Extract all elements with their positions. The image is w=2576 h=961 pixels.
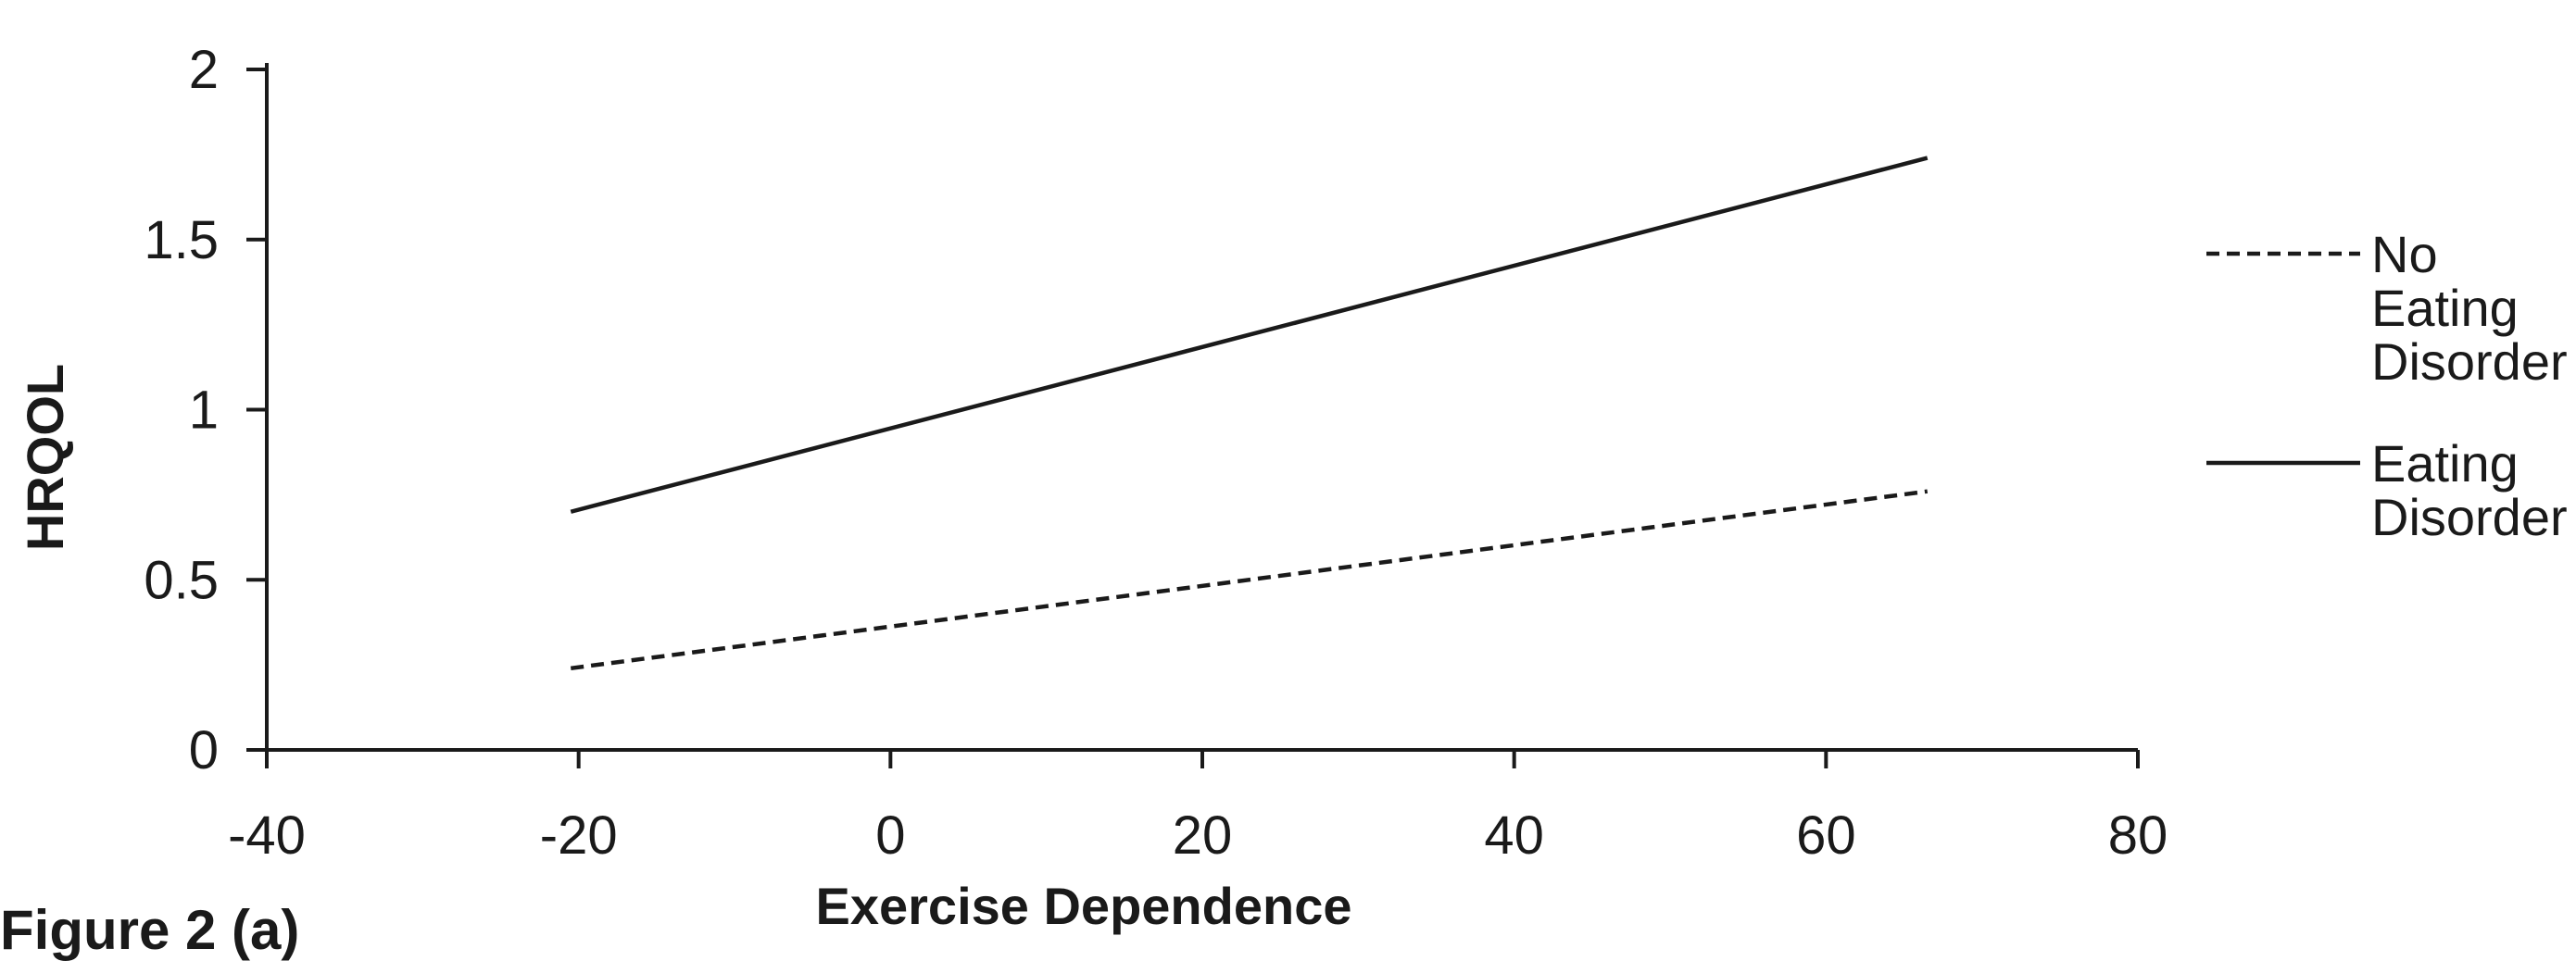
x-tick-label: -40	[228, 805, 306, 866]
legend-label-2: Eating Disorder	[2371, 434, 2568, 546]
series-lines	[570, 156, 1929, 671]
x-axis-title: Exercise Dependence	[816, 877, 1352, 935]
y-tick-label: 0	[189, 720, 219, 780]
y-tick-label: 1	[189, 381, 219, 441]
series-line-1	[570, 489, 1929, 671]
y-tick-label: 1.5	[144, 210, 219, 270]
x-tick-label: 20	[1173, 805, 1233, 866]
x-tick-label: 40	[1484, 805, 1544, 866]
y-axis-title: HRQOL	[16, 364, 74, 551]
legend-label-1: No Eating Disorder	[2371, 225, 2568, 391]
line-chart: 0 0.5 1 1.5 2 -40 -20 0 20 40 60 80 Exercise Depen…	[16, 40, 2568, 935]
x-tick-label: 60	[1796, 805, 1856, 866]
x-tick-label: 80	[2108, 805, 2168, 866]
y-tick-label: 0.5	[144, 550, 219, 610]
figure-caption: Figure 2 (a)	[0, 899, 300, 961]
x-tick-label: 0	[875, 805, 905, 866]
y-tick-label: 2	[189, 40, 219, 100]
legend: No Eating Disorder Eating Disorder	[2206, 225, 2568, 546]
y-axis-ticks: 0 0.5 1 1.5 2	[144, 40, 267, 780]
x-axis-ticks: -40 -20 0 20 40 60 80	[228, 750, 2168, 866]
series-line-2	[570, 156, 1929, 514]
x-tick-label: -20	[540, 805, 618, 866]
